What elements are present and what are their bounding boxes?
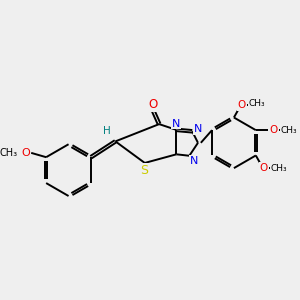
Text: O: O <box>260 163 268 172</box>
Text: N: N <box>172 118 181 128</box>
Text: N: N <box>190 156 199 166</box>
Text: O: O <box>269 125 278 135</box>
Text: O: O <box>22 148 30 158</box>
Text: H: H <box>103 126 111 136</box>
Text: CH₃: CH₃ <box>280 126 297 135</box>
Text: O: O <box>238 100 246 110</box>
Text: S: S <box>140 164 148 177</box>
Text: N: N <box>194 124 203 134</box>
Text: CH₃: CH₃ <box>249 100 265 109</box>
Text: CH₃: CH₃ <box>271 164 287 173</box>
Text: O: O <box>149 98 158 111</box>
Text: CH₃: CH₃ <box>0 148 17 158</box>
